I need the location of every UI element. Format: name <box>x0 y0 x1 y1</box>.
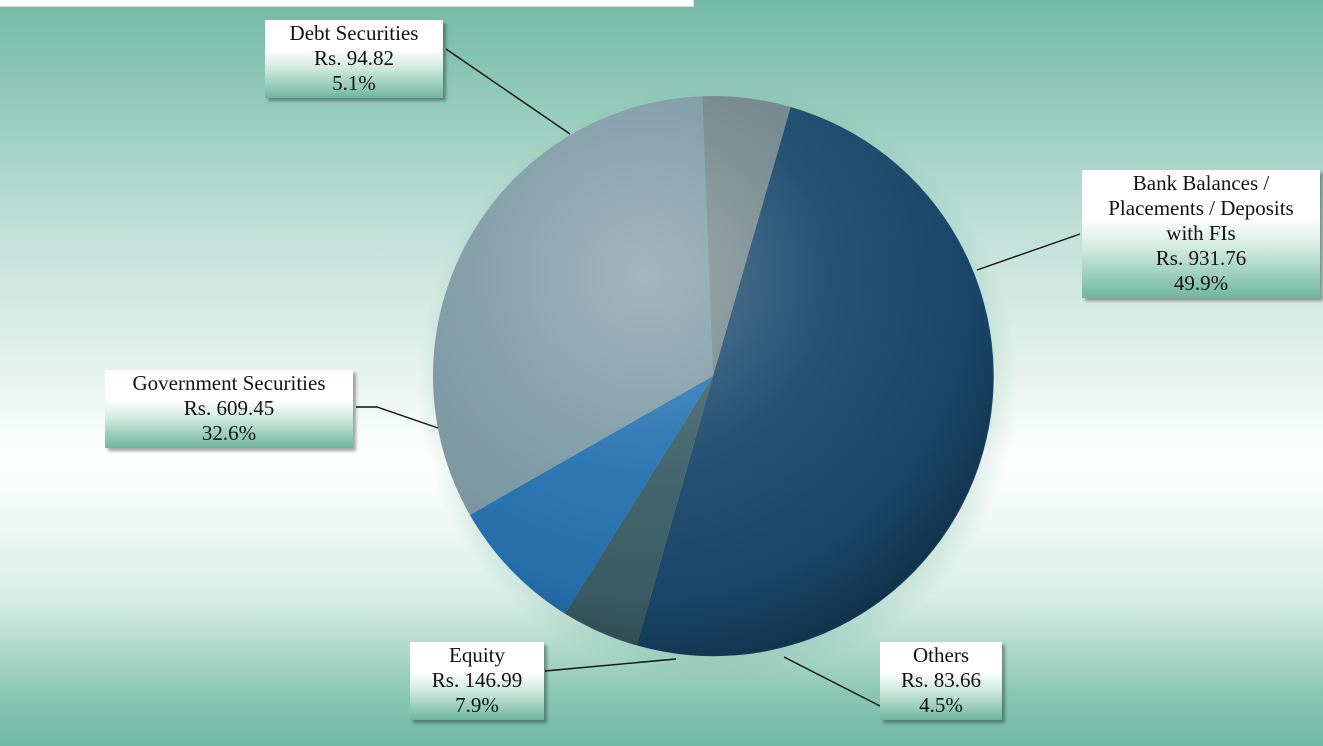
slice-name-line-2: Placements / Deposits <box>1108 196 1294 220</box>
slice-value: Rs. 609.45 <box>183 396 275 420</box>
label-bank-balances: Bank Balances / Placements / Deposits wi… <box>1082 170 1320 298</box>
slice-name-line-1: Bank Balances / <box>1132 171 1270 195</box>
slice-percent: 5.1% <box>332 71 376 95</box>
leader-lines <box>356 48 1081 707</box>
slice-percent: 4.5% <box>919 693 963 717</box>
label-debt-securities: Debt Securities Rs. 94.82 5.1% <box>265 20 443 98</box>
slice-name: Government Securities <box>132 371 326 395</box>
slice-percent: 49.9% <box>1173 271 1229 295</box>
label-others: Others Rs. 83.66 4.5% <box>880 642 1002 720</box>
pie-slices <box>433 95 994 657</box>
slice-name-line-3: with FIs <box>1166 221 1236 245</box>
header-strip <box>0 0 694 7</box>
slice-value: Rs. 931.76 <box>1155 246 1247 270</box>
slice-percent: 32.6% <box>201 421 257 445</box>
slice-name: Others <box>913 643 969 667</box>
leader-line-equity <box>544 658 677 672</box>
leader-line-others <box>783 656 881 707</box>
label-equity: Equity Rs. 146.99 7.9% <box>410 642 544 720</box>
leader-line-government-securities <box>356 406 439 429</box>
slice-name: Equity <box>449 643 505 667</box>
leader-line-bank-balances-placements-deposits-with-fis <box>976 233 1081 271</box>
slice-name: Debt Securities <box>289 21 419 45</box>
slice-value: Rs. 146.99 <box>431 668 523 692</box>
slice-value: Rs. 94.82 <box>314 46 394 70</box>
label-government-securities: Government Securities Rs. 609.45 32.6% <box>105 370 353 448</box>
leader-line-debt-securities <box>445 48 571 135</box>
slice-percent: 7.9% <box>455 693 499 717</box>
slice-value: Rs. 83.66 <box>901 668 981 692</box>
